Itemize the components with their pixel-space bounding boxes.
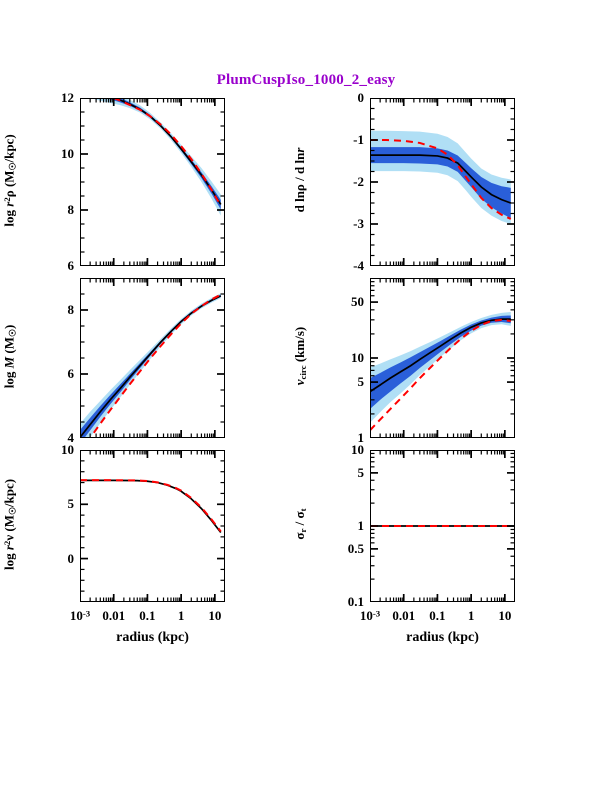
- xlabel: radius (kpc): [116, 630, 189, 645]
- band-95-mass: [80, 293, 221, 438]
- ytick-label-circular-velocity: 5: [357, 374, 365, 390]
- band-95-log-slope: [370, 130, 511, 224]
- xtick-label: 10-3: [69, 608, 91, 623]
- plot-area-anisotropy: [370, 450, 515, 602]
- ytick-label-anisotropy: 5: [357, 464, 365, 480]
- band-68-mass: [80, 294, 221, 438]
- ytick-label-anisotropy: 10: [351, 442, 364, 457]
- plot-area-log-slope: [370, 98, 515, 266]
- ytick-label-anisotropy: 0.1: [347, 594, 364, 609]
- plot-area-density: [80, 98, 225, 266]
- ytick-label-log-slope: -1: [353, 132, 364, 147]
- truth-curve-log-slope: [370, 139, 512, 220]
- ytick-label-density: 6: [67, 258, 75, 273]
- ylabel-anisotropy: σr / σt: [292, 508, 308, 540]
- ytick-label-density: 10: [61, 146, 74, 161]
- ytick-label-log-slope: 0: [357, 90, 365, 105]
- ytick-label-anisotropy: 1: [357, 518, 365, 533]
- panel-density: [80, 98, 225, 266]
- ytick-label-tracer-density: 0: [67, 550, 75, 566]
- median-curve-circular-velocity: [370, 318, 511, 393]
- truth-curve-circular-velocity: [370, 318, 511, 431]
- xtick-label: 1: [467, 608, 475, 623]
- ylabel-log-slope: d lnρ / d lnr: [292, 147, 307, 213]
- truth-curve-tracer-density: [80, 479, 222, 533]
- ytick-label-circular-velocity: 50: [351, 294, 364, 310]
- ylabel-density: log r2ρ (M☉/kpc): [1, 134, 18, 227]
- ytick-label-density: 8: [67, 202, 75, 217]
- median-curve-tracer-density: [80, 479, 222, 534]
- ytick-label-circular-velocity: 1: [357, 430, 365, 445]
- truth-curve-mass: [88, 293, 222, 438]
- xtick-label: 1: [177, 608, 185, 623]
- panel-log-slope: [370, 98, 515, 266]
- xtick-label: 0.1: [429, 608, 446, 623]
- plot-area-mass: [80, 278, 225, 438]
- ytick-label-log-slope: -3: [353, 216, 364, 231]
- ytick-label-mass: 6: [67, 366, 75, 381]
- xtick-label: 10: [208, 608, 222, 623]
- ytick-label-mass: 4: [67, 430, 75, 445]
- ylabel-tracer-density: log r2ν (M☉/kpc): [1, 478, 18, 571]
- ylabel-circular-velocity: vcirc (km/s): [292, 326, 308, 386]
- ytick-label-tracer-density: 10: [61, 442, 74, 457]
- ytick-label-tracer-density: 5: [67, 496, 75, 512]
- plot-area-circular-velocity: [370, 278, 515, 438]
- panel-circular-velocity: [370, 278, 515, 438]
- ytick-label-circular-velocity: 10: [351, 350, 364, 365]
- ytick-label-anisotropy: 0.5: [347, 540, 364, 556]
- xlabel: radius (kpc): [406, 630, 479, 645]
- median-curve-log-slope: [370, 154, 512, 204]
- panel-mass: [80, 278, 225, 438]
- xtick-label: 10-3: [359, 608, 381, 623]
- ylabel-mass: log M (M☉): [1, 324, 18, 389]
- xtick-label: 0.01: [102, 608, 126, 623]
- panel-tracer-density: [80, 450, 225, 602]
- truth-curve-density: [111, 98, 222, 207]
- ytick-label-log-slope: -4: [353, 258, 364, 273]
- xtick-label: 0.01: [392, 608, 416, 623]
- xtick-label: 10: [498, 608, 512, 623]
- ytick-label-mass: 8: [67, 302, 75, 317]
- ytick-label-log-slope: -2: [353, 174, 364, 189]
- band-68-log-slope: [370, 147, 511, 219]
- xtick-label: 0.1: [139, 608, 156, 623]
- panel-anisotropy: [370, 450, 515, 602]
- figure-title: PlumCuspIso_1000_2_easy: [216, 72, 396, 88]
- ytick-label-density: 12: [61, 90, 74, 105]
- plot-area-tracer-density: [80, 450, 225, 602]
